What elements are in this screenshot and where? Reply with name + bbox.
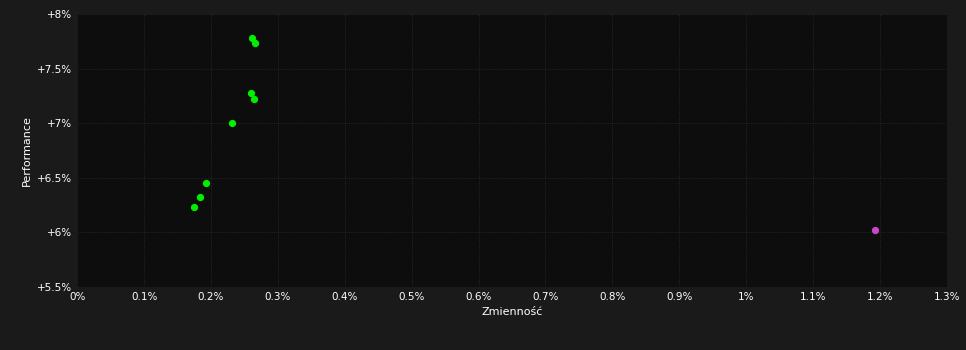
Y-axis label: Performance: Performance xyxy=(22,115,32,186)
Point xyxy=(186,204,202,210)
Point xyxy=(246,96,262,102)
X-axis label: Zmienność: Zmienność xyxy=(481,307,543,317)
Point xyxy=(246,41,262,46)
Point xyxy=(225,120,241,126)
Point xyxy=(867,228,883,233)
Point xyxy=(244,35,260,41)
Point xyxy=(243,90,259,96)
Point xyxy=(192,195,208,200)
Point xyxy=(198,181,213,186)
